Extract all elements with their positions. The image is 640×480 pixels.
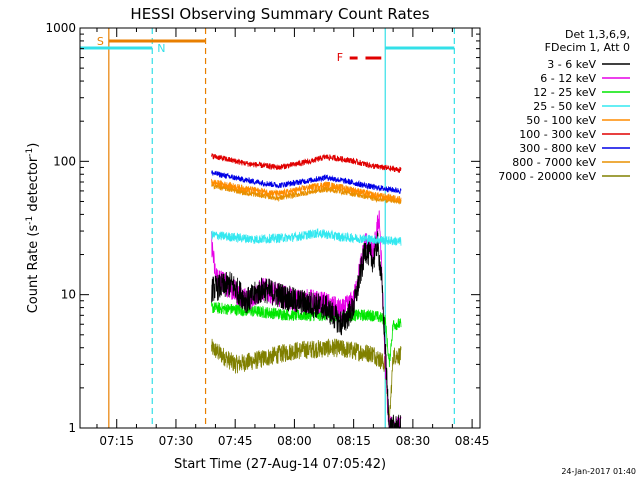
legend-label-1: 6 - 12 keV — [540, 72, 596, 85]
x-tick-label-2: 07:45 — [218, 434, 253, 448]
legend-label-7: 800 - 7000 keV — [512, 156, 596, 169]
night-flag-label: N — [157, 42, 165, 55]
x-tick-label-0: 07:15 — [99, 434, 134, 448]
x-tick-label-3: 08:00 — [277, 434, 312, 448]
series-line-7 — [211, 182, 402, 205]
saa-flag-label: S — [97, 35, 104, 48]
legend-header-line-1: Det 1,3,6,9, — [565, 28, 630, 41]
series-line-4 — [211, 178, 402, 203]
y-tick-label-3: 1000 — [45, 21, 76, 35]
flag-bars: S N F — [80, 35, 455, 64]
legend-label-6: 300 - 800 keV — [519, 142, 596, 155]
x-tick-label-5: 08:30 — [396, 434, 431, 448]
y-axis-title: Count Rate (s-1 detector-1) — [25, 143, 41, 314]
y-axis-title-mid: detector — [26, 156, 41, 216]
y-axis-title-end: ) — [26, 143, 41, 148]
legend: Det 1,3,6,9, FDecim 1, Att 0 3 - 6 keV6 … — [498, 28, 630, 183]
legend-label-5: 100 - 300 keV — [519, 128, 596, 141]
y-axis-title-sup1: -1 — [25, 216, 35, 225]
y-tick-label-2: 100 — [53, 154, 76, 168]
x-tick-label-6: 08:45 — [455, 434, 490, 448]
y-axis-title-main: Count Rate (s — [26, 225, 41, 314]
series-layer — [211, 153, 402, 430]
y-tick-label-0: 1 — [68, 421, 76, 435]
chart-title: HESSI Observing Summary Count Rates — [130, 5, 429, 23]
y-axis: 1 10 100 1000 — [45, 21, 480, 435]
y-axis-title-sup2: -1 — [25, 148, 35, 157]
series-line-8 — [211, 338, 402, 429]
series-line-0 — [211, 231, 402, 430]
series-line-3 — [211, 228, 402, 246]
legend-label-2: 12 - 25 keV — [533, 86, 596, 99]
legend-header-line-2: FDecim 1, Att 0 — [545, 41, 630, 54]
legend-label-8: 7000 - 20000 keV — [498, 170, 596, 183]
x-tick-label-4: 08:15 — [336, 434, 371, 448]
legend-label-4: 50 - 100 keV — [526, 114, 596, 127]
legend-label-3: 25 - 50 keV — [533, 100, 596, 113]
plot-frame — [79, 27, 481, 429]
series-line-6 — [211, 170, 402, 195]
x-tick-label-1: 07:30 — [159, 434, 194, 448]
y-tick-label-1: 10 — [61, 288, 76, 302]
render-timestamp: 24-Jan-2017 01:40 — [561, 467, 636, 476]
series-line-5 — [211, 153, 402, 174]
flare-flag-label: F — [337, 51, 343, 64]
x-axis-title: Start Time (27-Aug-14 07:05:42) — [174, 457, 386, 472]
legend-label-0: 3 - 6 keV — [547, 58, 596, 71]
x-axis: 07:15 07:30 07:45 08:00 08:15 08:30 08:45 — [96, 28, 490, 448]
